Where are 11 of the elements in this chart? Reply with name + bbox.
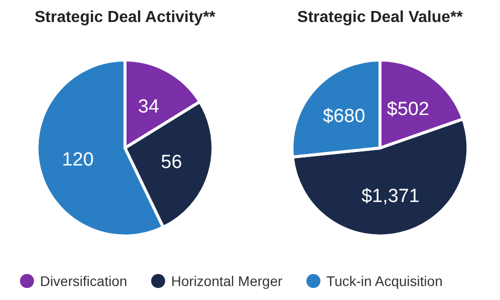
- data-label: 34: [138, 96, 160, 118]
- legend-label: Tuck-in Acquisition: [326, 273, 443, 289]
- legend-label: Diversification: [40, 273, 128, 289]
- chart-title: Strategic Deal Value**: [297, 9, 464, 26]
- legend-label: Horizontal Merger: [171, 273, 283, 289]
- chart-title: Strategic Deal Activity**: [34, 9, 216, 26]
- data-label: $680: [322, 106, 366, 128]
- data-label: 120: [62, 149, 94, 170]
- data-label: $502: [386, 99, 430, 120]
- data-label: 56: [160, 152, 182, 174]
- data-label: $1,371: [361, 186, 420, 207]
